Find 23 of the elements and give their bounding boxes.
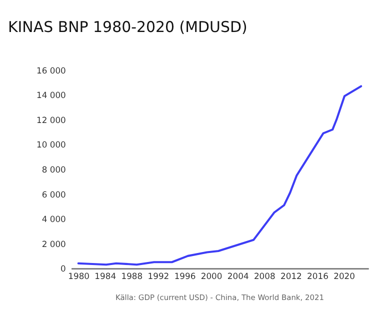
y-tick-label: 2 000	[42, 238, 66, 249]
y-tick-label: 10 000	[36, 140, 66, 150]
x-tick-label: 2004	[227, 271, 249, 282]
x-tick-label: 2000	[200, 271, 222, 282]
y-tick-label: 14 000	[36, 90, 66, 100]
y-tick-label: 4 000	[42, 214, 66, 224]
chart-title: KINAS BNP 1980-2020 (MDUSD)	[8, 18, 248, 36]
x-tick-label: 1988	[121, 271, 143, 282]
x-tick-label: 2012	[280, 271, 302, 282]
x-tick-label: 1996	[174, 271, 196, 282]
y-tick-label: 8 000	[42, 164, 66, 174]
line-series	[77, 85, 362, 266]
x-tick-label: 2020	[334, 271, 356, 282]
y-tick-label: 12 000	[36, 114, 66, 125]
x-tick-label: 2016	[307, 271, 328, 282]
x-tick-label: 1980	[68, 271, 90, 282]
x-tick-label: 1992	[148, 271, 170, 282]
text: Källa: GDP (current USD) - China, The World Bank, 2021	[115, 293, 324, 302]
y-tick-label: 0	[60, 264, 66, 274]
y-tick-label: 6 000	[42, 189, 66, 200]
x-tick-label: 1984	[94, 271, 116, 282]
x-tick-label: 2008	[254, 271, 276, 282]
y-tick-label: 16 000	[36, 65, 66, 76]
